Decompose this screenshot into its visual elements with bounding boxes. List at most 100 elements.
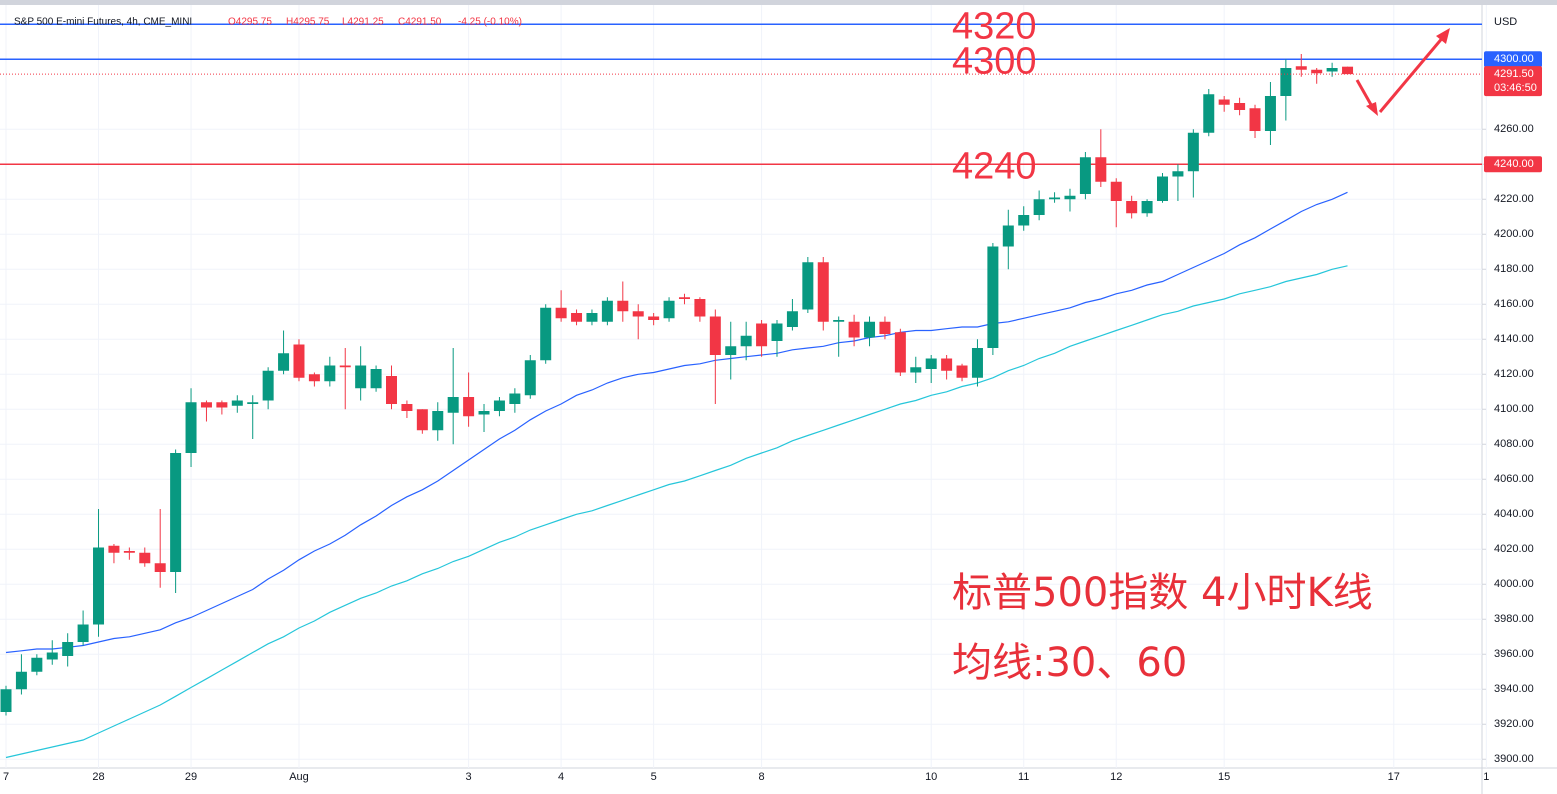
candle-body: [1141, 201, 1153, 214]
y-tick-label: 4160.00: [1494, 298, 1534, 310]
candle-body: [1218, 99, 1230, 105]
candle-body: [1187, 132, 1199, 172]
y-tick-label: 3940.00: [1494, 683, 1534, 695]
candle-body: [262, 370, 274, 401]
arrow-head: [1366, 102, 1378, 116]
candle-body: [663, 300, 675, 319]
x-tick-label: Aug: [289, 771, 309, 783]
candle-body: [771, 323, 783, 341]
candle-body: [910, 367, 922, 373]
candle-body: [1280, 68, 1292, 96]
candle-body: [817, 262, 829, 322]
candle-body: [725, 346, 737, 355]
candle-body: [31, 657, 43, 672]
candle-body: [1095, 157, 1107, 182]
level-annotation: 4240: [952, 145, 1037, 187]
candle-body: [925, 358, 937, 369]
candle-body: [540, 307, 552, 361]
legend-high: H4295.75: [286, 17, 330, 28]
candle-body: [1157, 176, 1168, 201]
candle-body: [339, 365, 351, 368]
currency: USD: [1494, 16, 1517, 28]
candle-body: [648, 316, 660, 320]
candle-body: [956, 365, 968, 378]
candle-body: [15, 671, 27, 690]
y-tick-label: 4080.00: [1494, 438, 1534, 450]
y-tick-label: 3960.00: [1494, 648, 1534, 660]
arrow: [1378, 35, 1446, 113]
last-price-label: 4291.50: [1494, 68, 1534, 80]
legend-low: L4291.25: [342, 17, 384, 28]
x-tick-label: 10: [925, 771, 937, 783]
candle-body: [463, 397, 475, 417]
candle-body: [740, 335, 752, 347]
candle-body: [1264, 96, 1276, 131]
legend: S&P 500 E-mini Futures, 4h, CME_MINI O42…: [14, 17, 522, 28]
y-tick-label: 4220.00: [1494, 193, 1534, 205]
price-label: 4300.00: [1494, 53, 1534, 65]
candle-body: [1126, 201, 1138, 214]
candle-body: [123, 551, 135, 553]
candle-body: [756, 323, 768, 347]
candle-body: [987, 246, 999, 348]
candle-body: [416, 409, 428, 431]
candle-body: [694, 299, 706, 317]
candle-body: [355, 365, 367, 389]
candle-body: [231, 400, 243, 406]
y-tick-label: 4200.00: [1494, 228, 1534, 240]
candle-body: [77, 624, 89, 642]
candle-body: [185, 402, 197, 453]
candle-body: [555, 307, 567, 319]
y-tick-label: 3900.00: [1494, 753, 1534, 765]
candle-body: [216, 402, 228, 408]
moving-average: [5, 191, 1348, 654]
candle-body: [200, 402, 212, 408]
level-annotation: 4300: [952, 40, 1037, 82]
candle-body: [1203, 94, 1215, 133]
candle-body: [879, 321, 891, 334]
candle-body: [864, 321, 876, 338]
price-label-box: [1484, 51, 1542, 68]
candle-body: [1033, 199, 1045, 215]
candle-body: [1326, 68, 1338, 72]
x-tick-label: 1: [1483, 771, 1489, 783]
candle-body: [247, 402, 259, 404]
y-tick-label: 4040.00: [1494, 508, 1534, 520]
candle-body: [324, 365, 336, 382]
candle-body: [1064, 195, 1076, 200]
candle-body: [786, 311, 798, 327]
legend-open: O4295.75: [228, 17, 272, 28]
candle-body: [1110, 181, 1122, 201]
candle-body: [1311, 69, 1323, 74]
candle-body: [1079, 157, 1091, 194]
candle-body: [1249, 108, 1261, 131]
level-annotation: 4320: [952, 5, 1037, 47]
candle-body: [571, 313, 583, 322]
moving-average: [5, 265, 1348, 759]
y-tick-label: 3980.00: [1494, 613, 1534, 625]
candle-body: [154, 563, 166, 572]
candle-body: [971, 348, 983, 378]
legend-symbol: S&P 500 E-mini Futures, 4h, CME_MINI: [14, 17, 192, 28]
candle-body: [386, 376, 397, 404]
y-tick-label: 4120.00: [1494, 368, 1534, 380]
candle-body: [62, 642, 74, 656]
candle-body: [0, 689, 12, 712]
countdown: 03:46:50: [1494, 82, 1537, 94]
candle-body: [894, 332, 906, 373]
candle-body: [1002, 225, 1014, 247]
x-tick-label: 5: [651, 771, 657, 783]
candle-body: [370, 369, 382, 389]
candle-body: [1234, 103, 1246, 110]
arrow-head: [1436, 28, 1450, 44]
candle-body: [1018, 215, 1030, 226]
annotation: 标普500指数 4小时K线: [952, 570, 1373, 616]
candle-body: [802, 262, 814, 310]
candle-body: [93, 547, 105, 625]
candle-body: [139, 552, 151, 564]
price-label: 4240.00: [1494, 158, 1534, 170]
y-tick-label: 4000.00: [1494, 578, 1534, 590]
candle-body: [170, 453, 182, 572]
